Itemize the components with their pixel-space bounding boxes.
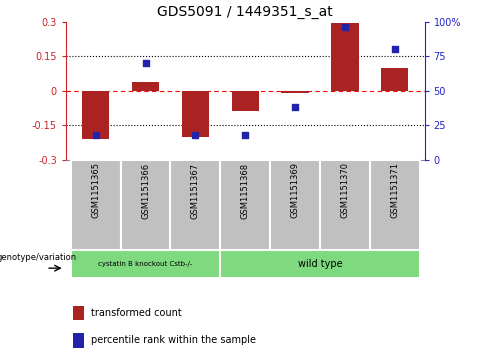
Point bbox=[142, 60, 149, 66]
Bar bbox=[71, 250, 220, 278]
Bar bbox=[132, 82, 159, 91]
Point bbox=[341, 24, 349, 30]
Bar bbox=[82, 91, 109, 139]
Text: genotype/variation: genotype/variation bbox=[0, 253, 76, 262]
Text: transformed count: transformed count bbox=[91, 308, 182, 318]
Text: GSM1151370: GSM1151370 bbox=[340, 162, 349, 219]
Point bbox=[391, 46, 399, 52]
Text: GSM1151367: GSM1151367 bbox=[191, 162, 200, 219]
Title: GDS5091 / 1449351_s_at: GDS5091 / 1449351_s_at bbox=[157, 5, 333, 19]
Text: GSM1151369: GSM1151369 bbox=[290, 162, 300, 219]
Bar bbox=[270, 160, 320, 250]
Bar bbox=[170, 160, 220, 250]
Bar bbox=[381, 68, 408, 91]
Bar bbox=[220, 160, 270, 250]
Text: GSM1151366: GSM1151366 bbox=[141, 162, 150, 219]
Text: GSM1151368: GSM1151368 bbox=[241, 162, 250, 219]
Point bbox=[191, 132, 199, 138]
Text: GSM1151371: GSM1151371 bbox=[390, 162, 399, 219]
Point bbox=[291, 105, 299, 110]
Bar bbox=[121, 160, 170, 250]
Point bbox=[92, 132, 100, 138]
Text: GSM1151365: GSM1151365 bbox=[91, 162, 100, 219]
Bar bbox=[282, 91, 309, 93]
Bar bbox=[71, 160, 121, 250]
Text: wild type: wild type bbox=[298, 259, 342, 269]
Bar bbox=[231, 91, 259, 111]
Point bbox=[242, 132, 249, 138]
Text: percentile rank within the sample: percentile rank within the sample bbox=[91, 335, 256, 346]
Bar bbox=[182, 91, 209, 137]
Bar bbox=[73, 306, 84, 320]
Bar bbox=[220, 250, 420, 278]
Bar bbox=[370, 160, 420, 250]
Text: cystatin B knockout Cstb-/-: cystatin B knockout Cstb-/- bbox=[99, 261, 193, 267]
Bar bbox=[73, 333, 84, 348]
Bar bbox=[320, 160, 370, 250]
Bar bbox=[331, 23, 359, 91]
